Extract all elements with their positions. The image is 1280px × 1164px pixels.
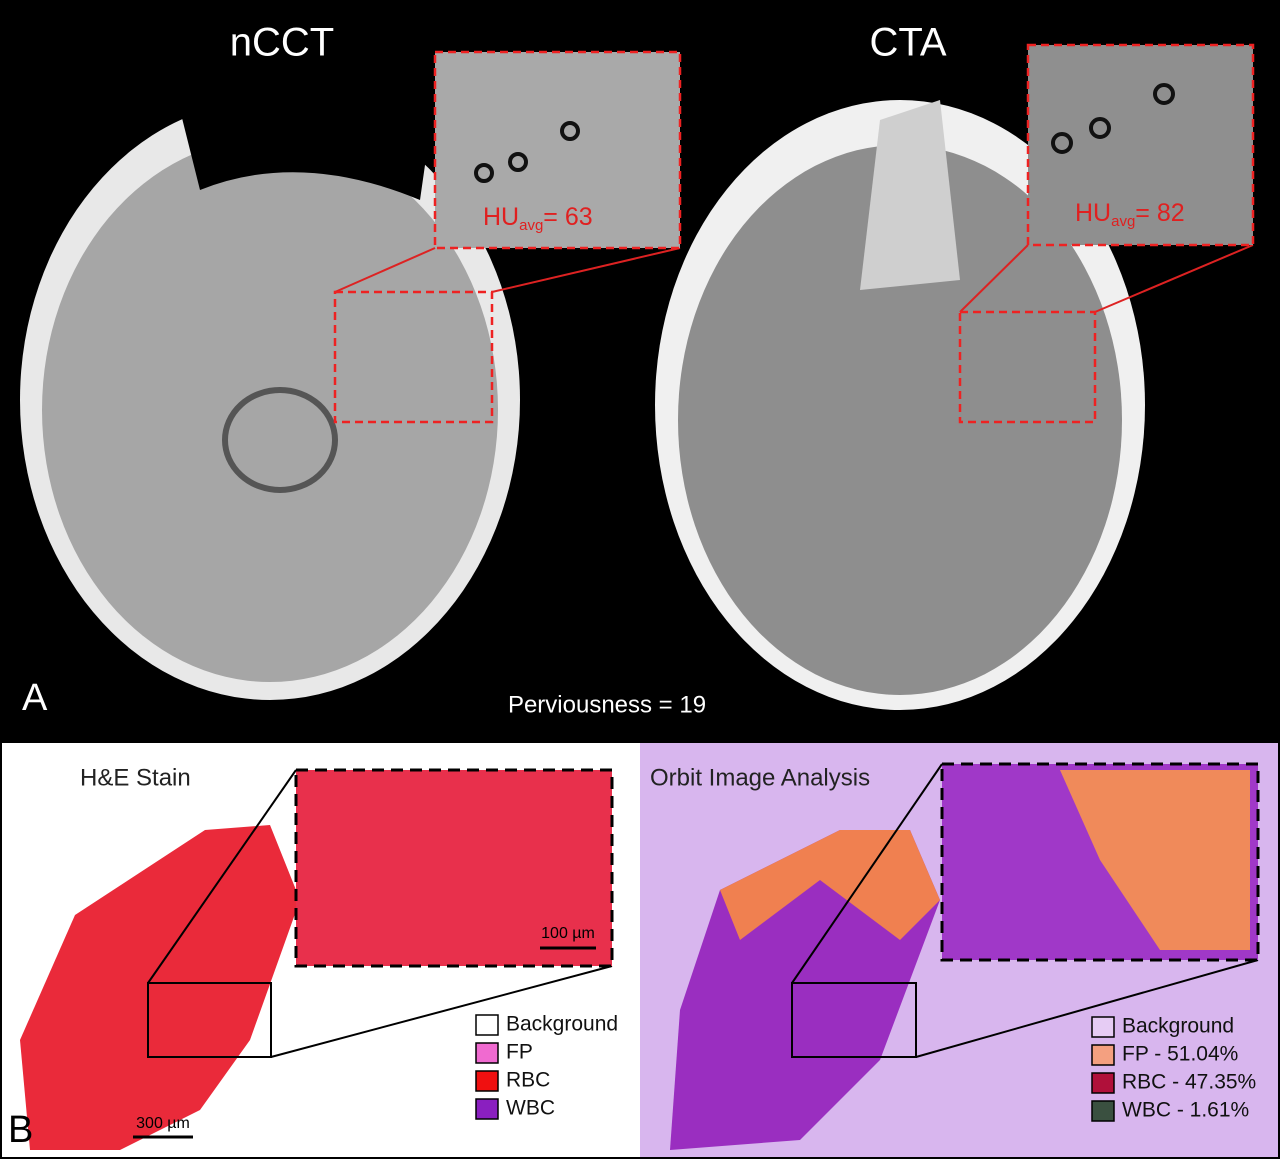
roi-box [958, 310, 1097, 424]
brain [678, 145, 1122, 695]
zoom-inset [1026, 43, 1255, 247]
scale-label: 100 µm [541, 925, 595, 942]
legend-label: FP - 51.04% [1122, 1043, 1238, 1066]
panel-b-border [0, 741, 1280, 1159]
panel-title: H&E Stain [80, 764, 191, 791]
roi-marker [508, 152, 528, 172]
roi-marker [1051, 132, 1073, 154]
perviousness: Perviousness = 19 [508, 691, 706, 718]
connector [491, 247, 681, 293]
brainstem [222, 387, 338, 493]
hu-value: = 82 [1135, 199, 1184, 227]
roi-box [791, 982, 917, 1058]
panel-title: CTA [869, 21, 946, 65]
connector [270, 965, 613, 1058]
inset-fp [1060, 770, 1250, 950]
hu-label: HUavg= 63 [483, 203, 593, 234]
legend-swatch [475, 1098, 499, 1120]
roi-box [333, 290, 494, 424]
legend-label: RBC [506, 1069, 550, 1092]
legend-label: RBC - 47.35% [1122, 1071, 1256, 1094]
roi-marker [560, 121, 580, 141]
tissue [20, 825, 300, 1150]
hu: HU [483, 203, 519, 231]
tissue-fp [720, 830, 940, 940]
sinus [860, 100, 960, 290]
brain [42, 138, 498, 682]
panel-title: nCCT [230, 21, 334, 65]
scale-label: 300 µm [136, 1115, 190, 1132]
zoom-inset [433, 50, 682, 250]
legends: Background FP RBC WBC Background FP - 51.04% R… [475, 1013, 1256, 1122]
panel-title: Orbit Image Analysis [650, 764, 870, 791]
connector [334, 247, 436, 293]
connector [1094, 244, 1254, 313]
legend-swatch [475, 1070, 499, 1092]
panel-label: B [8, 1109, 33, 1151]
roi-box [147, 982, 272, 1058]
connector [147, 769, 297, 984]
roi-marker [1153, 83, 1175, 105]
legend-label: Background [506, 1013, 618, 1036]
legend-swatch [475, 1014, 499, 1036]
legend-swatch [1091, 1016, 1115, 1038]
roi-marker [474, 163, 494, 183]
legend-label: FP [506, 1041, 533, 1064]
legend-label: WBC [506, 1097, 555, 1120]
connector [915, 959, 1259, 1058]
sinus [180, 89, 430, 200]
hu-label: HUavg= 82 [1075, 199, 1185, 230]
hu: HU [1075, 199, 1111, 227]
legend-label: WBC - 1.61% [1122, 1099, 1249, 1122]
hu-sub: avg [519, 217, 543, 234]
legend-swatch [1091, 1100, 1115, 1122]
legend-swatch [475, 1042, 499, 1064]
panel-label: A [22, 677, 48, 719]
legend-swatch [1091, 1044, 1115, 1066]
hu-value: = 63 [543, 203, 592, 231]
connector [959, 244, 1029, 313]
roi-marker [1089, 117, 1111, 139]
legend-label: Background [1122, 1015, 1234, 1038]
connector [791, 763, 943, 984]
zoom-inset [294, 768, 614, 968]
legend-swatch [1091, 1072, 1115, 1094]
hu-sub: avg [1111, 213, 1135, 230]
